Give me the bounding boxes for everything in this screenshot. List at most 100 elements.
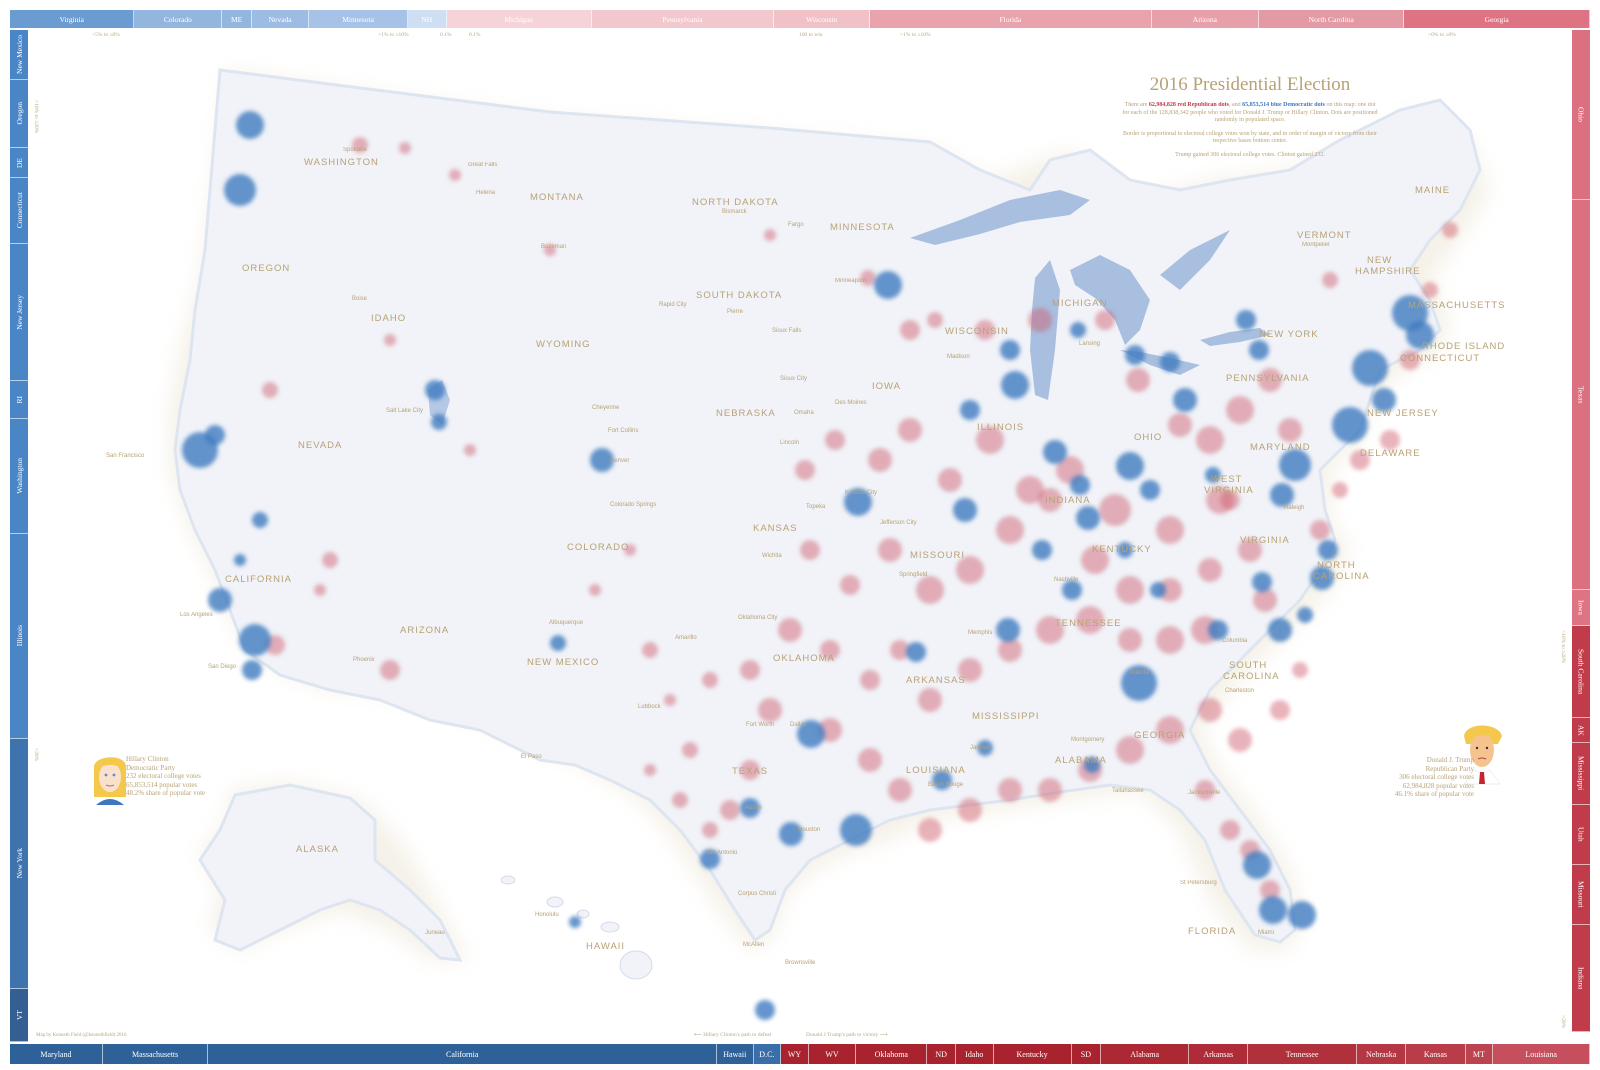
states-label-north-dakota: NORTH DAKOTA	[692, 197, 779, 208]
republican-cluster	[956, 556, 984, 584]
democratic-cluster	[205, 425, 225, 445]
cities-label-corpus-christi: Corpus Christi	[738, 891, 777, 897]
democratic-cluster	[239, 624, 271, 656]
top_bar-segment-georgia: Georgia	[1404, 10, 1590, 28]
republican-cluster	[1081, 546, 1109, 574]
election-map[interactable]	[30, 30, 1570, 1042]
right_bar-segment-mississippi: Mississippi	[1572, 743, 1590, 805]
democratic-cluster	[1352, 350, 1388, 386]
republican-cluster	[996, 516, 1024, 544]
states-label-nevada: NEVADA	[298, 440, 343, 451]
states-label-oklahoma: OKLAHOMA	[773, 653, 835, 664]
democratic-cluster	[1236, 310, 1256, 330]
trump-share: 46.1% share of popular vote	[1394, 790, 1474, 798]
cities-label-charleston: Charleston	[1225, 688, 1255, 694]
top_bar-segment-michigan: Michigan	[446, 10, 592, 28]
republican-cluster	[1099, 494, 1131, 526]
states-label-tennessee: TENNESSEE	[1055, 618, 1122, 629]
republican-cluster	[449, 169, 461, 181]
democratic-cluster	[1279, 449, 1311, 481]
democratic-cluster	[1117, 542, 1133, 558]
democratic-cluster	[208, 588, 232, 612]
democratic-cluster	[1076, 506, 1100, 530]
cities-label-oklahoma-city: Oklahoma City	[738, 615, 778, 621]
cities-label-salt-lake-city: Salt Lake City	[386, 408, 424, 414]
democratic-cluster	[1121, 665, 1157, 701]
republican-cluster	[1036, 616, 1064, 644]
republican-cluster	[642, 642, 658, 658]
cities-label-pierre: Pierre	[727, 309, 744, 315]
left_bar-segment-new-mexico: New Mexico	[10, 30, 28, 80]
clinton-electoral: 232 electoral college votes	[126, 772, 201, 780]
right_bar-label-iowa: Iowa	[1576, 600, 1586, 615]
democratic-cluster	[1318, 540, 1338, 560]
republican-cluster	[1278, 418, 1302, 442]
republican-cluster	[1038, 778, 1062, 802]
right_bar-segment-south-carolina: South Carolina	[1572, 626, 1590, 718]
democratic-cluster	[1032, 540, 1052, 560]
bottom_bar-segment-massachusetts: Massachusetts	[102, 1044, 209, 1064]
cities-label-boise: Boise	[352, 296, 368, 302]
democratic-cluster	[874, 271, 902, 299]
states-label-hampshire: HAMPSHIRE	[1355, 266, 1421, 277]
republican-cluster	[1095, 310, 1115, 330]
bottom_bar-segment-wy: WY	[781, 1044, 809, 1064]
top_bar-segment-arizona: Arizona	[1151, 10, 1260, 28]
states-label-nebraska: NEBRASKA	[716, 408, 776, 419]
states-label-missouri: MISSOURI	[910, 550, 965, 561]
cities-label-omaha: Omaha	[794, 410, 814, 416]
clinton-popular: 65,853,514 popular votes	[126, 780, 198, 789]
top_ticks-tick: <5% to ≤0%	[92, 32, 120, 38]
republican-cluster	[682, 742, 698, 758]
democratic-cluster	[844, 488, 872, 516]
democratic-cluster	[1160, 352, 1180, 372]
republican-cluster	[858, 748, 882, 772]
republican-cluster	[998, 638, 1022, 662]
cities-label-great-falls: Great Falls	[468, 162, 498, 168]
states-label-carolina: CAROLINA	[1223, 671, 1280, 682]
democratic-cluster	[977, 740, 993, 756]
cities-label-cheyenne: Cheyenne	[592, 405, 620, 411]
left_bar-label-new-jersey: New Jersey	[14, 294, 24, 330]
top_ticks-tick: >1% to ≥10%	[900, 32, 931, 38]
states-label-vermont: VERMONT	[1297, 230, 1352, 241]
states-label-ohio: OHIO	[1134, 432, 1163, 443]
democratic-cluster	[840, 814, 872, 846]
cities-label-helena: Helena	[476, 190, 496, 196]
cities-label-houston: Houston	[798, 827, 821, 833]
cities-label-fort-collins: Fort Collins	[608, 428, 639, 434]
right_bar-segment-ohio: Ohio	[1572, 30, 1590, 200]
right_bar-segment-ak: AK	[1572, 718, 1590, 743]
left_bar-label-illinois: Illinois	[14, 625, 24, 647]
republican-cluster	[1028, 308, 1052, 332]
cities-label-san-antonio: San Antonio	[705, 850, 738, 856]
democratic-cluster	[1259, 896, 1287, 924]
right_bar-label-missouri: Missouri	[1576, 881, 1586, 908]
republican-cluster	[1195, 780, 1215, 800]
cities-label-fargo: Fargo	[788, 222, 804, 228]
republican-cluster	[795, 460, 815, 480]
democratic-cluster	[960, 400, 980, 420]
top_bar-segment-north-carolina: North Carolina	[1259, 10, 1405, 28]
bottom_bar-segment-nebraska: Nebraska	[1356, 1044, 1407, 1064]
republican-cluster	[825, 430, 845, 450]
trump-party: Republican Party	[1425, 764, 1474, 773]
cities-label-minneapolis: Minneapolis	[835, 278, 868, 284]
republican-cluster	[868, 448, 892, 472]
states-label-colorado: COLORADO	[567, 542, 630, 553]
left_bar-label-ri: RI	[14, 395, 24, 404]
republican-cluster	[898, 418, 922, 442]
cities-label-tallahassee: Tallahassee	[1112, 788, 1144, 794]
democratic-dot-clusters	[182, 111, 1434, 1020]
donald-trump-avatar	[1463, 725, 1502, 785]
democratic-cluster	[1252, 572, 1272, 592]
top_ticks-tick: >1% to ≥10%	[378, 32, 409, 38]
republican-dot-clusters	[262, 137, 1458, 900]
republican-cluster	[624, 544, 636, 556]
bottom-state-bar: Maryland Massachusetts California Hawaii D.C…	[10, 1044, 1590, 1064]
republican-cluster	[1400, 350, 1420, 370]
top_bar-segment-me: ME	[222, 10, 252, 28]
cities-label-lubbock: Lubbock	[638, 704, 661, 710]
left_bar-segment-de: DE	[10, 148, 28, 178]
states-label-new-jersey: NEW JERSEY	[1367, 408, 1439, 419]
